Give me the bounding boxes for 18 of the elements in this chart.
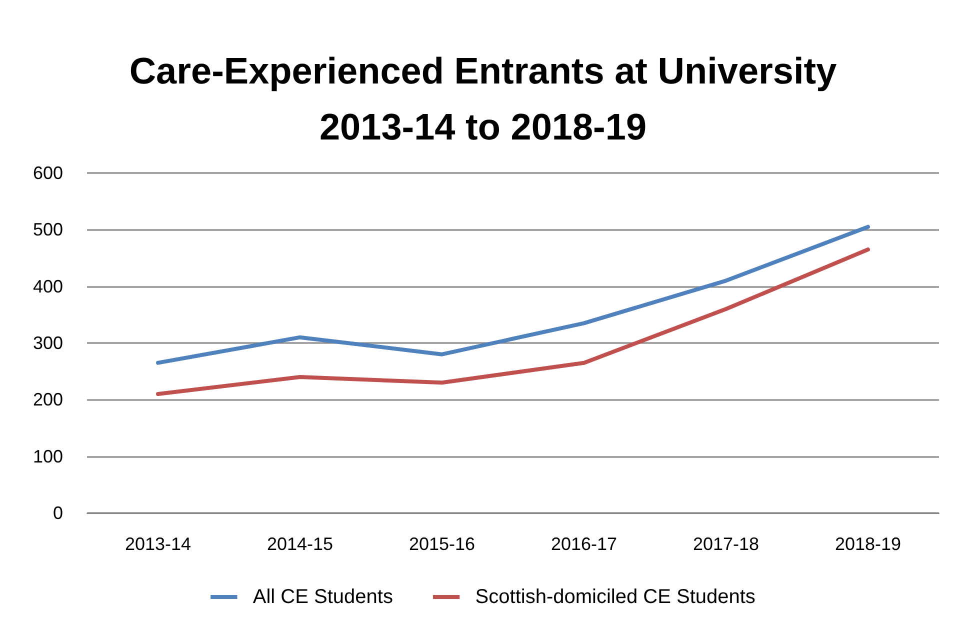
y-tick-label: 100 [32, 446, 63, 466]
x-tick-label: 2016-17 [550, 534, 618, 554]
line-series [156, 224, 870, 365]
x-tick-label: 2013-14 [124, 534, 192, 554]
y-tick-label: 0 [52, 503, 63, 523]
legend-label: All CE Students [252, 586, 393, 608]
y-tick-label: 200 [32, 390, 63, 410]
x-tick-label: 2017-18 [692, 534, 760, 554]
y-tick-label: 400 [32, 276, 63, 296]
y-tick-label: 600 [32, 163, 63, 183]
x-tick-label: 2018-19 [834, 534, 902, 554]
y-tick-label: 500 [32, 220, 63, 240]
line-series [156, 248, 870, 396]
legend-label: Scottish-domiciled CE Students [475, 586, 756, 608]
x-tick-label: 2014-15 [266, 534, 334, 554]
chart-title: Care-Experienced Entrants at University 2013-14 to 2018-19 [129, 50, 838, 148]
x-tick-label: 2015-16 [408, 534, 476, 554]
y-tick-label: 300 [32, 333, 63, 353]
